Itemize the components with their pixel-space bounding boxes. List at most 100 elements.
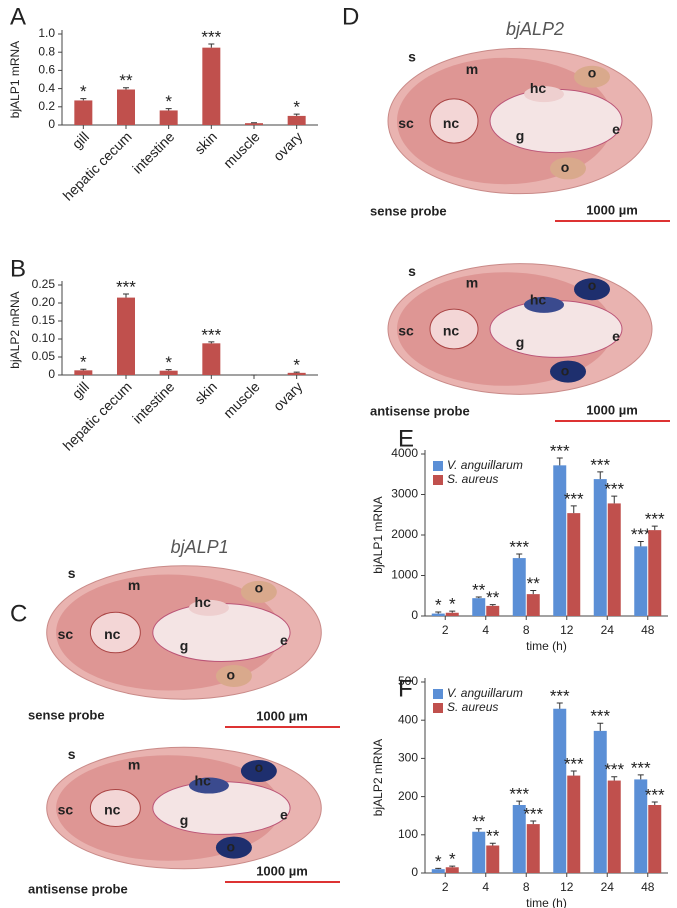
ovary: [215, 836, 252, 859]
significance-label: ***: [116, 277, 136, 296]
tissue-label: nc: [104, 801, 121, 817]
notochord: [89, 611, 141, 654]
notochord: [429, 98, 479, 144]
significance-label: *: [435, 852, 442, 871]
tissue-label: s: [408, 49, 416, 65]
y-tick-label: 1.0: [38, 26, 55, 40]
bar: [648, 530, 662, 616]
x-tick-label: intestine: [129, 378, 177, 426]
significance-label: **: [119, 71, 133, 90]
bar: [245, 123, 263, 125]
y-tick-label: 0.6: [38, 63, 55, 77]
significance-label: *: [80, 353, 87, 372]
tissue-label: o: [561, 362, 570, 378]
legend-label: V. anguillarum: [447, 686, 523, 700]
error-bar: [489, 842, 496, 846]
hepatic-cecum: [524, 296, 564, 313]
bar: [512, 558, 526, 616]
x-tick-label: 8: [523, 880, 530, 894]
tissue-label: hc: [195, 772, 212, 788]
error-bar: [489, 604, 496, 606]
x-tick-label: ovary: [270, 128, 306, 164]
significance-label: ***: [564, 754, 584, 773]
significance-label: *: [165, 353, 172, 372]
significance-label: ***: [201, 325, 221, 344]
probe-caption: sense probe: [28, 707, 105, 722]
legend-swatch: [433, 475, 443, 485]
bar: [472, 831, 486, 873]
bar: [202, 343, 221, 375]
tissue-label: g: [516, 128, 525, 144]
tissue-label: s: [68, 565, 76, 581]
notochord: [89, 789, 141, 827]
bar: [593, 730, 607, 873]
bar: [117, 89, 135, 125]
y-tick-label: 200: [398, 789, 418, 803]
significance-label: ***: [645, 785, 665, 804]
tissue-label: m: [466, 274, 478, 290]
error-bar: [293, 371, 300, 373]
bar: [512, 805, 526, 873]
legend-swatch: [433, 703, 443, 713]
hepatic-cecum: [188, 599, 229, 616]
error-bar: [123, 87, 129, 90]
x-tick-label: muscle: [220, 378, 263, 421]
significance-label: ***: [590, 455, 610, 474]
x-axis-label: time (h): [526, 639, 567, 653]
significance-label: *: [449, 595, 456, 614]
tissue-label: g: [180, 812, 189, 828]
tissue-label: sc: [58, 626, 74, 642]
x-tick-label: gill: [69, 128, 92, 151]
bar: [567, 775, 581, 873]
significance-label: *: [435, 595, 442, 614]
ovary: [215, 665, 252, 687]
tissue-label: g: [516, 334, 525, 350]
significance-label: **: [472, 812, 486, 831]
scale-label: 1000 µm: [586, 202, 638, 217]
tissue-label: hc: [195, 594, 212, 610]
significance-label: *: [449, 850, 456, 869]
x-tick-label: 2: [442, 623, 449, 637]
significance-label: ***: [631, 758, 651, 777]
probe-caption: sense probe: [370, 203, 447, 218]
y-axis-label: bjALP2 mRNA: [8, 291, 22, 368]
significance-label: ***: [645, 510, 665, 529]
error-bar: [570, 505, 577, 514]
tissue-label: m: [128, 577, 140, 593]
tissue-label: sc: [58, 801, 74, 817]
significance-label: *: [165, 92, 172, 111]
error-bar: [611, 776, 618, 781]
significance-label: **: [486, 588, 500, 607]
error-bar: [597, 471, 604, 480]
ovary: [550, 360, 586, 383]
panel-label: C: [10, 600, 27, 627]
x-tick-label: skin: [191, 128, 220, 157]
y-tick-label: 0: [411, 608, 418, 622]
error-bar: [556, 702, 563, 709]
bar: [486, 605, 500, 616]
ovary: [574, 278, 610, 301]
significance-label: *: [293, 356, 300, 375]
x-tick-label: 12: [560, 623, 574, 637]
tissue-label: o: [227, 667, 236, 683]
y-tick-label: 4000: [391, 446, 418, 460]
ovary: [550, 157, 586, 180]
bar: [553, 708, 567, 873]
y-axis-label: bjALP1 mRNA: [371, 496, 385, 573]
probe-caption: antisense probe: [370, 403, 470, 418]
bar: [607, 503, 621, 616]
significance-label: ***: [550, 442, 570, 461]
tissue-label: o: [588, 64, 597, 80]
y-tick-label: 0.05: [32, 349, 56, 363]
panel-title: bjALP1: [171, 537, 229, 557]
significance-label: ***: [564, 489, 584, 508]
bar: [607, 780, 621, 873]
x-tick-label: 48: [641, 880, 655, 894]
bar: [74, 100, 93, 125]
legend-label: V. anguillarum: [447, 458, 523, 472]
significance-label: *: [293, 98, 300, 117]
error-bar: [611, 495, 618, 504]
bar: [431, 613, 445, 616]
error-bar: [475, 596, 482, 599]
